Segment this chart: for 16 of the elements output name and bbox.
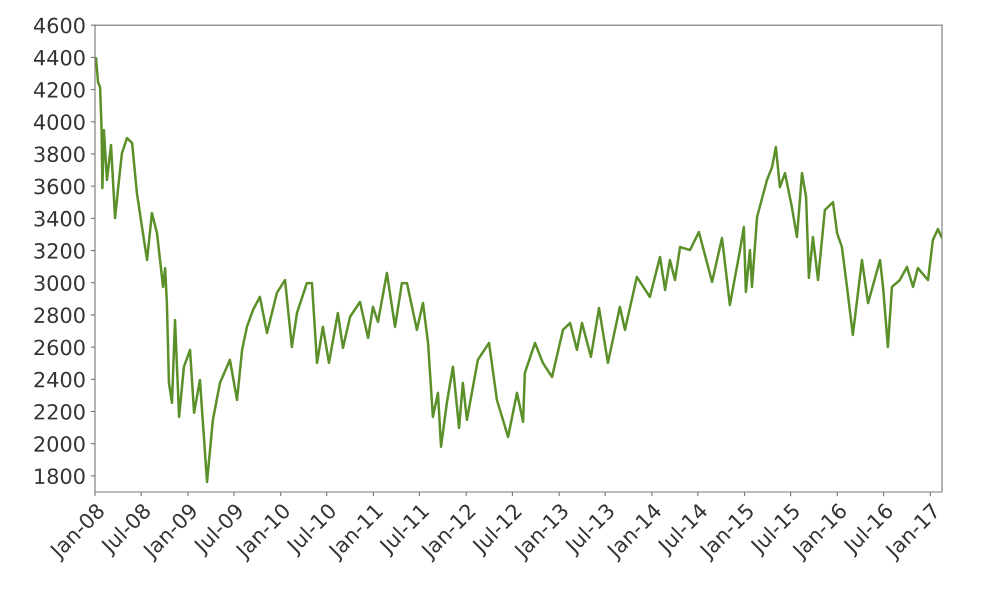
y-tick-label: 2800 [34, 307, 85, 324]
y-tick-label: 2400 [34, 372, 85, 388]
y-tick-label: 3600 [34, 178, 85, 194]
y-tick-label: 3800 [34, 146, 85, 162]
y-tick-label: 3000 [34, 275, 85, 291]
y-tick-label: 1800 [35, 468, 85, 484]
y-tick-label: 4200 [34, 82, 85, 98]
line-series [95, 56, 942, 484]
y-tick-label: 2600 [34, 340, 85, 356]
y-tick-label: 2000 [34, 436, 85, 452]
y-tick-label: 4600 [34, 18, 85, 34]
y-tick-label: 3200 [34, 243, 85, 259]
y-tick-label: 4000 [34, 114, 85, 130]
y-tick-label: 2200 [34, 404, 85, 420]
y-tick-label: 4400 [34, 50, 85, 66]
y-tick-label: 3400 [34, 210, 85, 227]
